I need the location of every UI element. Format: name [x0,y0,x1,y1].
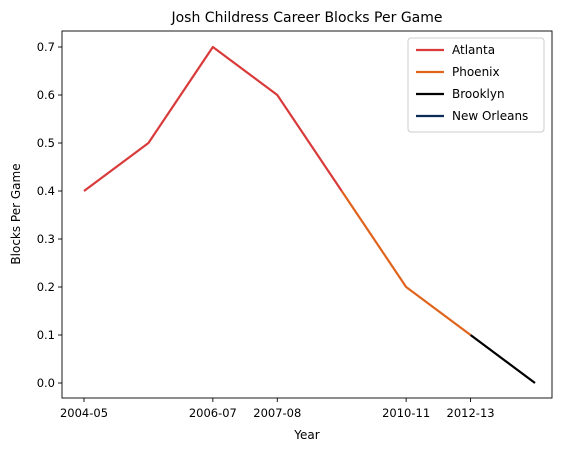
legend-label: Brooklyn [452,87,505,101]
legend-label: New Orleans [452,109,528,123]
y-tick-label: 0.2 [37,280,55,294]
y-tick-label: 0.1 [37,328,55,342]
x-tick-label: 2012-13 [447,406,495,420]
legend-item-brooklyn: Brooklyn [416,87,505,101]
series-line-phoenix [340,190,472,336]
legend-item-phoenix: Phoenix [416,65,500,79]
legend-label: Atlanta [452,43,495,57]
y-tick-label: 0.6 [37,88,55,102]
legend: Atlanta Phoenix Brooklyn New Orleans [407,37,545,133]
series-line-atlanta [83,45,343,192]
x-axis-label: Year [293,428,319,442]
y-tick-label: 0.7 [37,40,55,54]
legend-item-atlanta: Atlanta [416,43,495,57]
y-axis: 0.0 0.1 0.2 0.3 0.4 0.5 0.6 0.7 [37,40,62,390]
legend-box [407,37,545,133]
legend-label: Phoenix [452,65,500,79]
x-axis: 2004-05 2006-07 2007-08 2010-11 2012-13 [60,398,495,420]
x-tick-label: 2010-11 [382,406,430,420]
x-tick-label: 2006-07 [189,406,237,420]
legend-item-new-orleans: New Orleans [416,109,528,123]
plot-lines [83,45,536,384]
y-tick-label: 0.5 [37,136,55,150]
y-axis-label: Blocks Per Game [9,163,23,264]
y-tick-label: 0.4 [37,184,55,198]
chart-title: Josh Childress Career Blocks Per Game [170,10,442,26]
series-line-brooklyn [469,334,536,384]
y-tick-label: 0.0 [37,376,55,390]
x-tick-label: 2007-08 [253,406,301,420]
x-tick-label: 2004-05 [60,406,108,420]
plot-frame [61,30,553,399]
y-tick-label: 0.3 [37,232,55,246]
